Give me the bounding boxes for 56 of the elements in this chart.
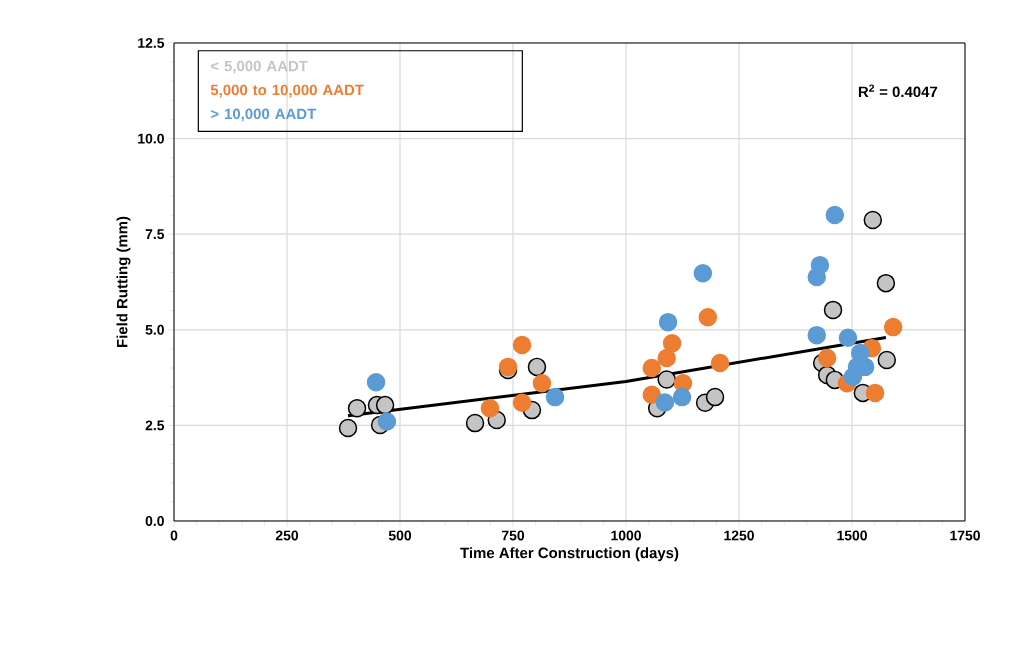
point — [377, 412, 397, 431]
y-tick-label: 5.0 — [145, 324, 164, 335]
point — [823, 300, 843, 320]
point — [877, 350, 897, 370]
y-tick-label: 2.5 — [145, 420, 165, 431]
y-tick-label: 0.0 — [145, 516, 164, 526]
x-tick-label: 0 — [170, 530, 178, 541]
point — [883, 317, 903, 337]
point — [863, 210, 883, 230]
point — [807, 325, 827, 345]
point — [825, 205, 845, 225]
point — [527, 357, 547, 377]
point — [347, 398, 367, 418]
x-axis-title: Time After Construction (days) — [460, 547, 679, 562]
point — [657, 348, 676, 368]
point — [843, 367, 863, 387]
x-tick-label: 250 — [275, 530, 299, 541]
point — [465, 413, 485, 433]
point — [480, 398, 500, 418]
point — [698, 307, 718, 327]
point — [338, 418, 358, 438]
point — [512, 335, 532, 355]
y-tick-label: 7.5 — [145, 229, 165, 240]
point — [693, 263, 713, 283]
text: 5,000 to 10,000 AADT — [210, 84, 364, 98]
point — [366, 372, 386, 392]
point — [865, 383, 885, 403]
point — [662, 333, 682, 353]
x-tick-label: 1250 — [724, 530, 754, 541]
point — [838, 328, 858, 348]
point — [657, 370, 676, 389]
y-tick-label: 12.5 — [138, 38, 165, 48]
y-tick-label: 10.0 — [138, 133, 164, 144]
point — [642, 385, 662, 405]
point — [658, 312, 678, 332]
x-tick-label: 750 — [501, 530, 525, 541]
point — [545, 387, 565, 407]
text: < 5,000 AADT — [210, 60, 308, 74]
point — [705, 387, 725, 407]
point — [512, 393, 532, 413]
x-tick-label: 1750 — [950, 530, 980, 541]
point — [876, 273, 896, 293]
text: > 10,000 AADT — [210, 108, 317, 122]
point — [817, 348, 837, 368]
y-axis-title: Field Rutting (mm) — [116, 216, 131, 347]
x-tick-label: 500 — [388, 530, 412, 541]
point — [532, 374, 552, 393]
point — [375, 395, 395, 415]
point — [672, 387, 692, 407]
point — [710, 353, 730, 373]
point — [655, 393, 675, 412]
x-tick-label: 1500 — [837, 530, 867, 541]
point — [807, 267, 827, 287]
x-tick-label: 1000 — [611, 530, 641, 541]
annotation: R$^{2}$ = 0.4047 — [858, 84, 938, 98]
point — [642, 358, 662, 378]
